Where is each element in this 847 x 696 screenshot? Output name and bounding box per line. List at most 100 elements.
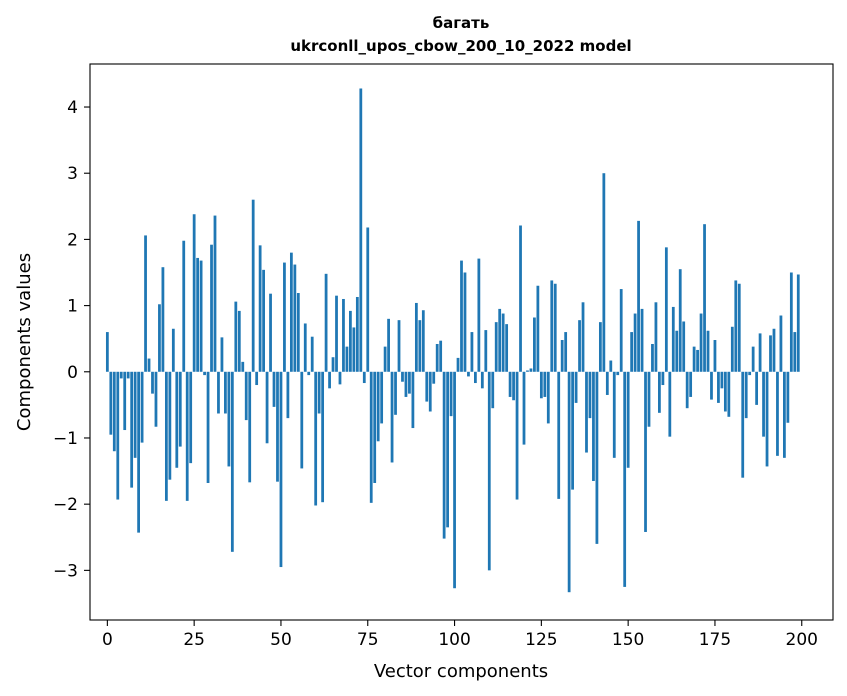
bar-150 xyxy=(626,371,630,468)
bar-42 xyxy=(251,199,255,372)
bar-160 xyxy=(661,371,665,386)
bar-191 xyxy=(769,335,772,372)
bar-153 xyxy=(637,220,640,372)
bar-26 xyxy=(196,257,200,372)
bar-93 xyxy=(428,371,432,412)
y-tick-label: 3 xyxy=(67,164,78,184)
bar-53 xyxy=(289,252,293,372)
bar-189 xyxy=(762,371,765,437)
bar-169 xyxy=(692,346,696,372)
bar-40 xyxy=(244,371,248,421)
bar-17 xyxy=(164,371,168,501)
bar-5 xyxy=(123,371,127,431)
bar-171 xyxy=(699,313,703,372)
bar-111 xyxy=(491,371,495,409)
bar-124 xyxy=(536,285,540,372)
bar-167 xyxy=(685,371,689,409)
bar-36 xyxy=(230,371,234,552)
bar-122 xyxy=(529,368,533,372)
bar-63 xyxy=(324,273,328,372)
bar-109 xyxy=(484,330,488,372)
y-axis-ticks: −3 −2 −1 0 1 2 3 4 xyxy=(53,98,90,581)
bar-47 xyxy=(269,293,272,372)
bar-183 xyxy=(741,371,745,478)
bar-172 xyxy=(703,224,706,372)
bar-140 xyxy=(592,371,595,481)
bar-25 xyxy=(192,214,196,372)
bar-1 xyxy=(109,371,113,435)
bar-66 xyxy=(335,295,338,372)
bar-158 xyxy=(654,302,658,372)
bar-74 xyxy=(362,371,366,384)
bar-50 xyxy=(279,371,283,568)
bar-49 xyxy=(276,371,279,482)
bar-43 xyxy=(255,371,259,386)
bar-165 xyxy=(678,269,682,372)
bar-29 xyxy=(206,371,210,483)
bar-0 xyxy=(105,332,109,372)
bar-19 xyxy=(171,328,175,372)
bar-187 xyxy=(755,371,759,405)
bar-186 xyxy=(751,346,755,372)
bar-181 xyxy=(734,280,738,372)
bar-116 xyxy=(508,371,512,397)
y-tick-label: −3 xyxy=(53,561,78,581)
bar-59 xyxy=(310,336,314,372)
bar-24 xyxy=(189,371,193,464)
bar-130 xyxy=(557,371,561,499)
bar-199 xyxy=(796,274,800,372)
bar-10 xyxy=(140,371,144,443)
bar-27 xyxy=(199,260,203,372)
bar-62 xyxy=(321,371,325,503)
bar-61 xyxy=(317,371,321,414)
bar-83 xyxy=(394,371,397,415)
bar-71 xyxy=(352,327,356,372)
bar-99 xyxy=(449,371,453,417)
bar-91 xyxy=(421,310,425,372)
bar-94 xyxy=(432,371,436,384)
bar-138 xyxy=(585,371,588,453)
bar-31 xyxy=(213,215,217,372)
bar-141 xyxy=(595,371,599,544)
bar-76 xyxy=(369,371,373,503)
x-tick-label: 75 xyxy=(357,630,379,650)
bar-39 xyxy=(241,361,245,372)
bar-12 xyxy=(147,358,151,372)
bar-85 xyxy=(401,371,404,382)
bar-162 xyxy=(668,371,672,437)
bar-97 xyxy=(442,371,446,539)
y-tick-label: 0 xyxy=(67,363,78,383)
bar-127 xyxy=(546,371,550,424)
y-tick-label: 2 xyxy=(67,230,78,250)
bar-163 xyxy=(671,306,675,372)
bar-90 xyxy=(418,320,422,372)
bar-79 xyxy=(380,371,384,424)
bar-13 xyxy=(151,371,154,394)
bar-147 xyxy=(616,371,620,376)
bar-190 xyxy=(765,371,769,467)
bar-132 xyxy=(564,332,568,372)
bar-3 xyxy=(116,371,120,500)
bar-54 xyxy=(293,264,297,372)
x-tick-label: 0 xyxy=(102,630,113,650)
x-tick-label: 200 xyxy=(786,630,818,650)
bar-84 xyxy=(397,320,401,372)
bar-198 xyxy=(793,332,797,372)
bar-177 xyxy=(720,371,724,389)
bar-126 xyxy=(543,371,547,397)
bar-166 xyxy=(682,321,686,372)
bar-9 xyxy=(137,371,140,533)
bar-38 xyxy=(237,310,241,372)
bar-173 xyxy=(706,330,710,372)
bar-87 xyxy=(408,371,411,394)
bar-46 xyxy=(265,371,269,444)
bar-104 xyxy=(467,371,470,377)
bar-30 xyxy=(210,244,213,372)
bar-80 xyxy=(383,346,387,372)
y-tick-label: −1 xyxy=(53,429,78,449)
bar-128 xyxy=(550,280,554,372)
bar-120 xyxy=(522,371,526,445)
bar-33 xyxy=(220,337,224,372)
x-tick-label: 25 xyxy=(183,630,205,650)
bar-98 xyxy=(446,371,449,528)
